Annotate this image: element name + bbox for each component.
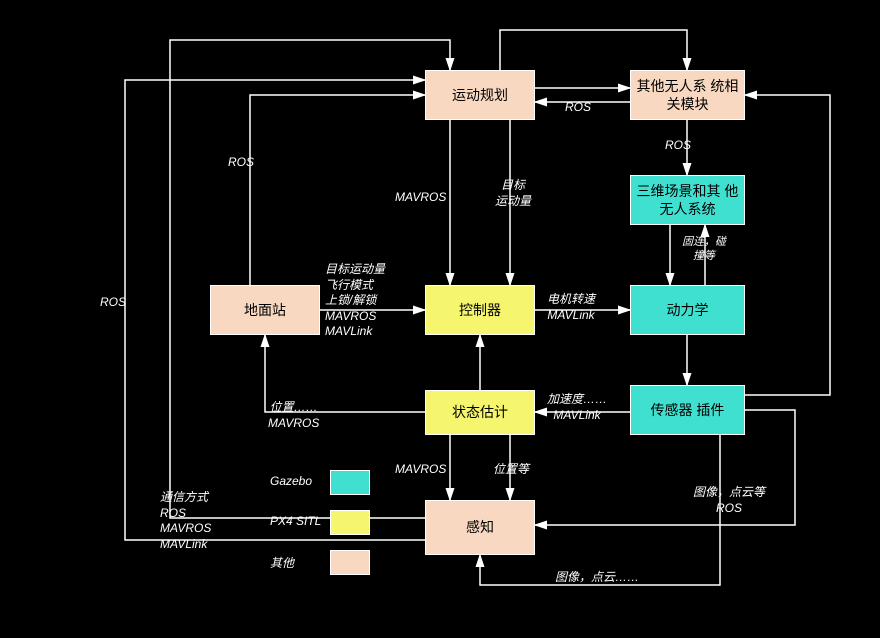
node-sensor: 传感器 插件	[630, 385, 745, 435]
label-ros-top: ROS	[565, 100, 591, 116]
node-label: 传感器 插件	[651, 401, 725, 419]
node-perception: 感知	[425, 500, 535, 555]
label-ros-mid: ROS	[228, 155, 254, 171]
label-ros-left: ROS	[100, 295, 126, 311]
node-label: 感知	[466, 518, 494, 536]
node-label: 运动规划	[452, 86, 508, 104]
label-ground-to-ctrl: 目标运动量 飞行模式 上锁/解锁 MAVROS MAVLink	[325, 262, 385, 340]
node-motion-plan: 运动规划	[425, 70, 535, 120]
node-label: 状态估计	[452, 403, 508, 421]
label-fixed-collide: 固连，碰 撞等	[682, 235, 726, 264]
node-other-sys: 其他无人系 统相关模块	[630, 70, 745, 120]
legend-label-px4: PX4 SITL	[270, 514, 321, 528]
label-img-pc-etc: 图像，点云等 ROS	[693, 485, 765, 516]
label-accel: 加速度…… MAVLink	[547, 392, 607, 423]
node-scene: 三维场景和其 他无人系统	[630, 175, 745, 225]
legend-label-other: 其他	[270, 554, 294, 571]
label-target-motion: 目标 运动量	[495, 178, 531, 209]
label-ros-right: ROS	[665, 138, 691, 154]
node-label: 地面站	[244, 301, 286, 319]
label-motor: 电机转速 MAVLink	[547, 292, 595, 323]
node-label: 动力学	[667, 301, 709, 319]
legend-box-gazebo	[330, 470, 370, 495]
label-img-pc: 图像，点云……	[555, 570, 639, 586]
legend-box-other	[330, 550, 370, 575]
label-mavros-low: MAVROS	[395, 462, 446, 478]
node-ground: 地面站	[210, 285, 320, 335]
node-controller: 控制器	[425, 285, 535, 335]
legend-title: 通信方式 ROS MAVROS MAVLink	[160, 490, 211, 552]
legend-label-gazebo: Gazebo	[270, 474, 312, 488]
node-label: 三维场景和其 他无人系统	[631, 182, 744, 218]
node-state-est: 状态估计	[425, 390, 535, 435]
label-pos: 位置…… MAVROS	[268, 400, 319, 431]
label-pos-etc: 位置等	[493, 462, 529, 478]
legend-box-px4	[330, 510, 370, 535]
node-label: 控制器	[459, 301, 501, 319]
node-label: 其他无人系 统相关模块	[631, 77, 744, 113]
label-mavros-mid: MAVROS	[395, 190, 446, 206]
node-dynamics: 动力学	[630, 285, 745, 335]
